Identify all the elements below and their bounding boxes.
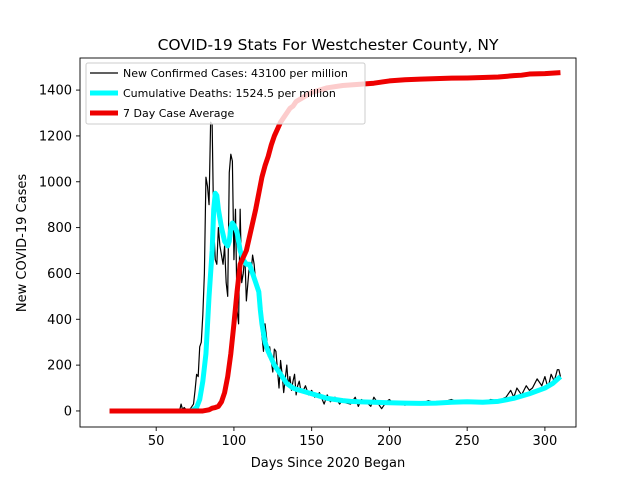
plot-area-frame	[79, 57, 577, 428]
x-tick-label: 100	[222, 434, 247, 449]
x-tick-label: 250	[455, 434, 480, 449]
y-tick-label: 600	[47, 267, 72, 282]
x-tick-label: 300	[532, 434, 557, 449]
series-line-2	[109, 190, 563, 414]
y-tick-label: 1000	[39, 175, 72, 190]
x-tick-label: 50	[148, 434, 165, 449]
y-tick-label: 1200	[39, 129, 72, 144]
chart-title: COVID-19 Stats For Westchester County, N…	[158, 36, 499, 54]
x-tick-label: 150	[299, 434, 324, 449]
x-axis: 50 100 150 200 250 300	[148, 427, 557, 449]
y-axis: 0 200 400 600 800 1000 1200 1400	[39, 84, 80, 419]
legend-label-3: 7 Day Case Average	[123, 107, 235, 120]
y-tick-label: 800	[47, 221, 72, 236]
legend-label-2: Cumulative Deaths: 1524.5 per million	[123, 87, 336, 100]
y-tick-label: 200	[47, 359, 72, 374]
y-tick-label: 1400	[39, 84, 72, 99]
y-tick-label: 0	[64, 404, 72, 419]
y-tick-label: 400	[47, 313, 72, 328]
legend-box	[85, 62, 366, 125]
x-tick-label: 200	[377, 434, 402, 449]
legend-label-1: New Confirmed Cases: 43100 per million	[123, 67, 348, 80]
x-axis-title: Days Since 2020 Began	[251, 456, 406, 471]
legend: New Confirmed Cases: 43100 per million Cu…	[85, 62, 366, 125]
y-axis-title: New COVID-19 Cases	[15, 174, 30, 312]
